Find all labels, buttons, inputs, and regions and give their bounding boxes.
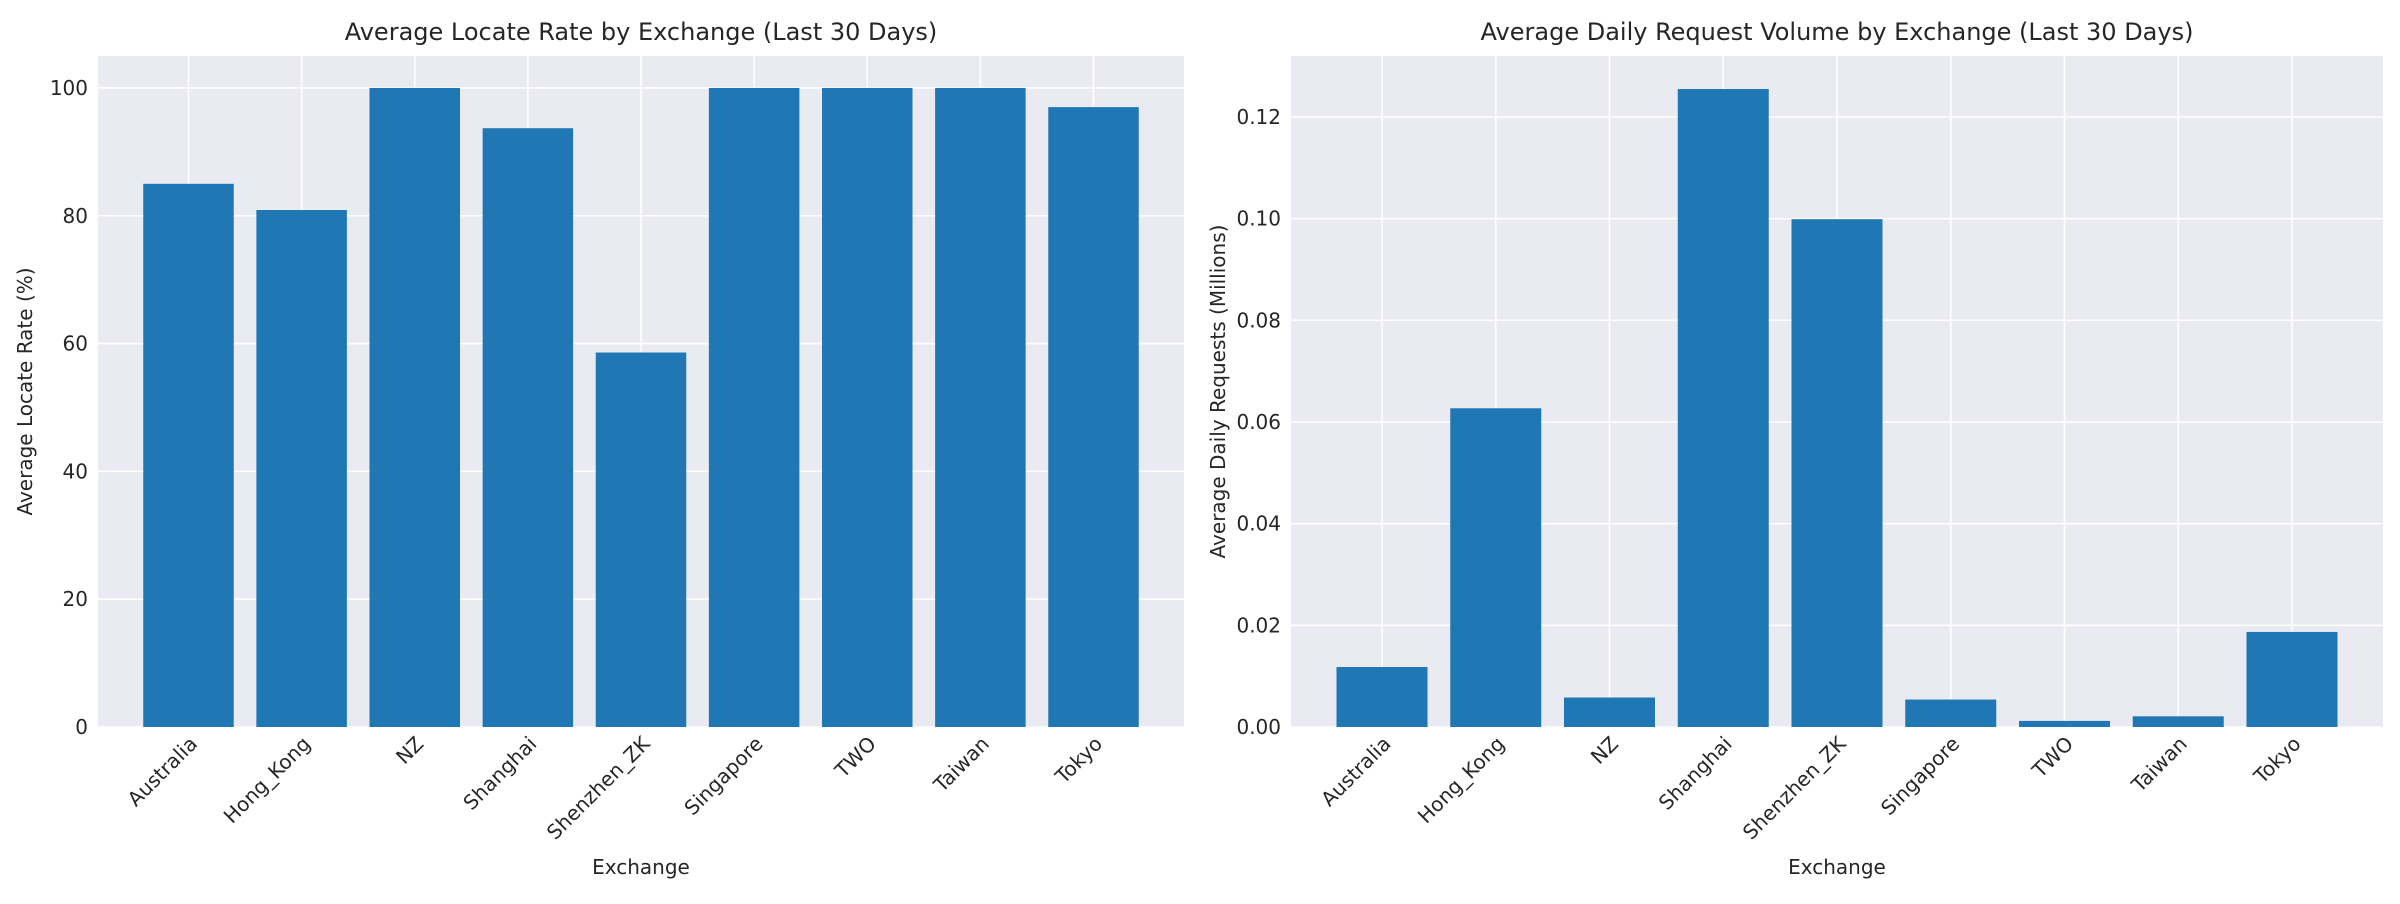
bar-two [822,87,913,727]
bar-hong_kong [1450,408,1542,727]
x-tick-label: NZ [391,732,428,769]
y-tick-label: 0 [75,715,88,739]
y-tick-label: 60 [63,332,88,356]
y-axis-label: Average Locate Rate (%) [13,267,37,515]
bar-australia [1336,667,1428,727]
x-tick-label: Shenzhen_ZK [1738,731,1851,844]
bar-shenzhen_zk [1791,219,1883,728]
bar-taiwan [935,87,1026,727]
x-tick-label: Tokyo [1050,732,1107,789]
y-axis-label: Average Daily Requests (Millions) [1206,225,1230,559]
x-tick-label: Australia [1316,732,1396,812]
bar-shanghai [1677,89,1769,727]
bar-two [2019,720,2110,727]
bar-hong_kong [256,210,347,727]
bar-nz [1564,697,1655,727]
y-tick-label: 100 [50,76,88,100]
y-tick-label: 40 [63,459,88,483]
bar-australia [143,183,234,728]
chart-panel-2: 0.00 0.02 0.04 0.06 0.08 0.10 0.12 Australia Hon… [1206,18,2383,879]
x-tick-label: TWO [2027,732,2078,783]
bar-taiwan [2132,716,2224,727]
y-tick-label: 0.02 [1236,613,1281,637]
x-tick-label: Hong_Kong [219,732,315,828]
bar-singapore [708,87,800,727]
y-tick-label: 80 [63,204,88,228]
x-tick-label: TWO [829,732,880,783]
x-tick-label: NZ [1586,732,1623,769]
x-tick-label: Shanghai [1654,732,1737,815]
y-tick-label: 0.12 [1236,105,1281,129]
x-tick-label: Australia [123,732,203,812]
x-axis-label: Exchange [592,855,690,879]
y-tick-label: 0.04 [1236,512,1281,536]
bar-tokyo [2246,631,2338,727]
x-tick-label: Singapore [1876,732,1964,820]
x-tick-label: Shanghai [458,732,541,815]
y-tick-label: 0.08 [1236,308,1281,332]
bar-shenzhen_zk [595,352,687,727]
y-tick-label: 0.10 [1236,207,1281,231]
x-tick-label: Tokyo [2248,732,2305,789]
chart-panel-1: 0 20 40 60 80 100 Australia Hong_Kong NZ Shanghai… [13,18,1184,879]
bar-singapore [1905,699,1997,727]
bar-tokyo [1048,107,1139,728]
y-tick-label: 0.06 [1236,410,1281,434]
x-tick-label: Shenzhen_ZK [542,731,655,844]
x-tick-label: Taiwan [2126,732,2192,798]
y-tick-label: 20 [63,587,88,611]
y-tick-label: 0.00 [1236,715,1281,739]
bar-shanghai [482,128,574,727]
chart-title: Average Daily Request Volume by Exchange… [1481,18,2194,46]
x-tick-label: Singapore [679,732,767,820]
x-tick-label: Taiwan [928,732,994,798]
chart-title: Average Locate Rate by Exchange (Last 30… [345,18,938,46]
x-tick-label: Hong_Kong [1413,732,1509,828]
bar-nz [369,87,460,727]
x-axis-label: Exchange [1788,855,1886,879]
